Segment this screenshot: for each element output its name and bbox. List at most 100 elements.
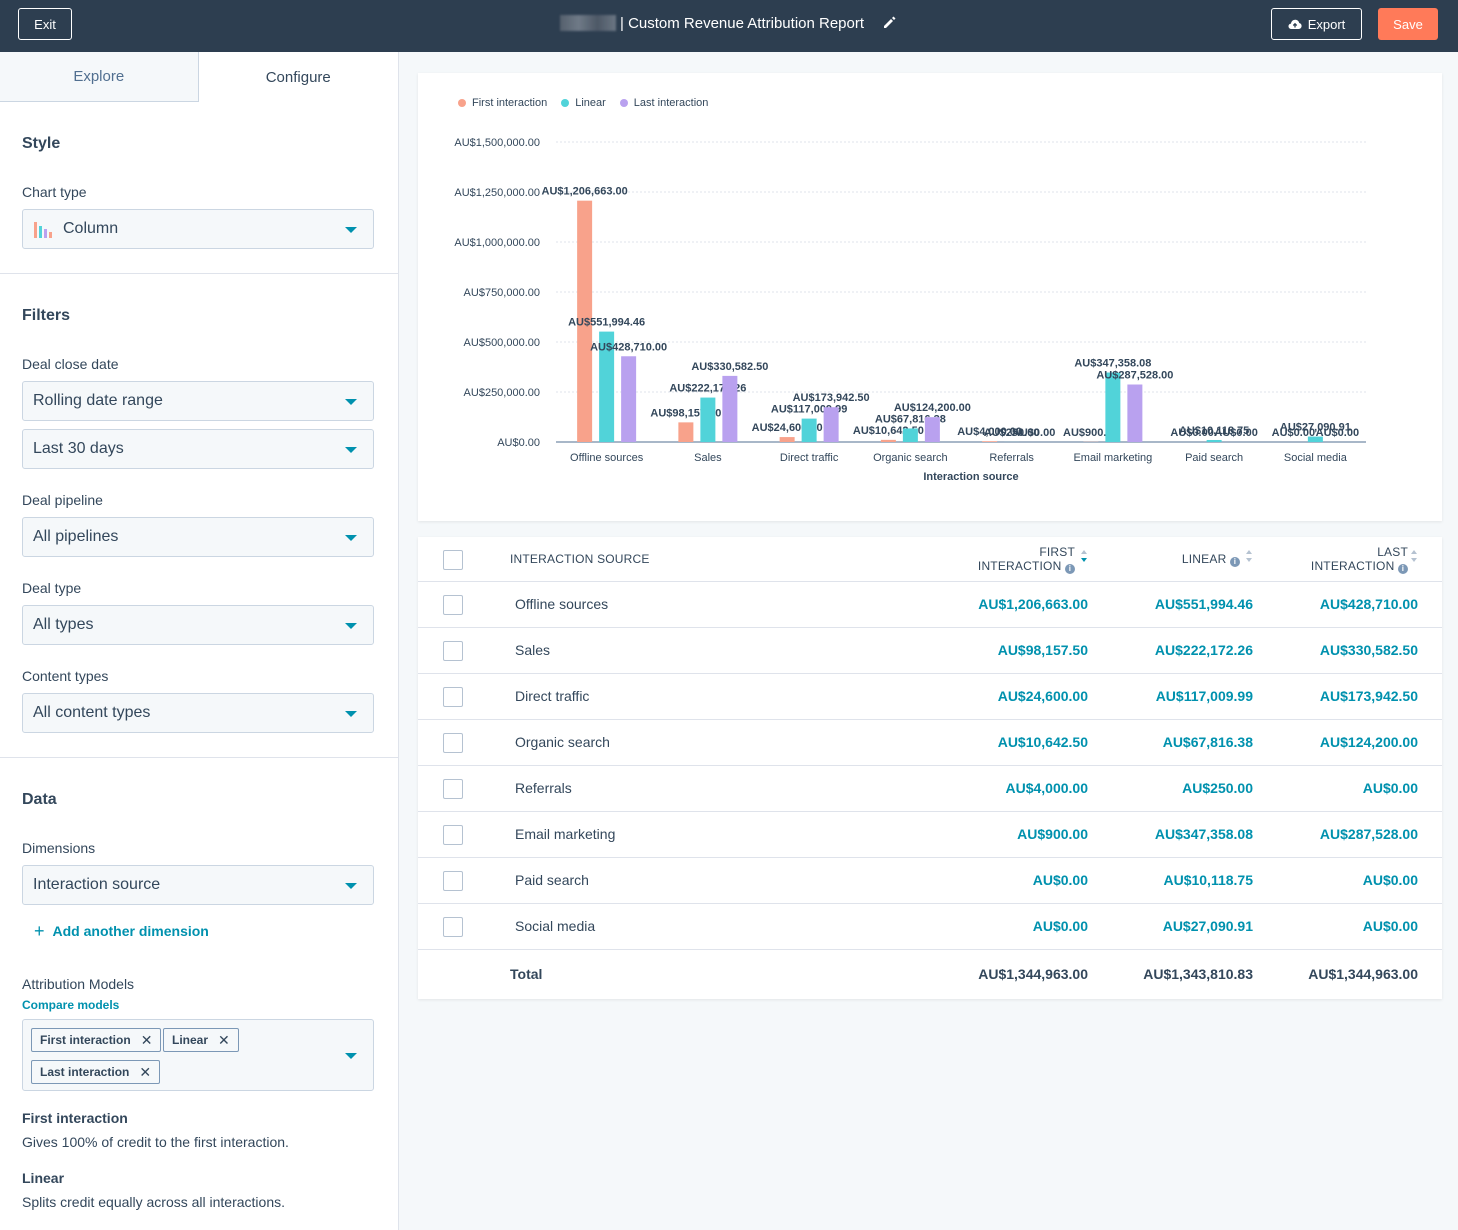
cell-linear[interactable]: AU$27,090.91 [1162,918,1253,934]
style-section: Style Chart type Column [0,102,398,274]
cell-last[interactable]: AU$0.00 [1362,872,1418,888]
cell-linear[interactable]: AU$10,118.75 [1163,872,1253,888]
cell-linear[interactable]: AU$117,009.99 [1155,688,1253,704]
cell-last[interactable]: AU$287,528.00 [1319,826,1418,842]
table-row[interactable]: Email marketing AU$900.00 AU$347,358.08 … [418,812,1442,858]
cell-first[interactable]: AU$4,000.00 [1005,780,1088,796]
deal-pipeline-value: All pipelines [33,528,119,545]
row-checkbox[interactable] [443,825,463,845]
cell-linear[interactable]: AU$250.00 [1182,780,1253,796]
chart-type-select[interactable]: Column [22,209,374,249]
table-row[interactable]: Referrals AU$4,000.00 AU$250.00 AU$0.00 [418,766,1442,812]
row-checkbox[interactable] [443,595,463,615]
legend-item[interactable]: Linear [561,97,606,109]
info-icon[interactable]: i [1398,564,1408,574]
cell-linear[interactable]: AU$551,994.46 [1154,596,1253,612]
deal-type-select[interactable]: All types [22,605,374,645]
data-label: AU$428,710.00 [590,341,667,353]
y-tick-label: AU$250,000.00 [464,387,540,399]
cell-first[interactable]: AU$98,157.50 [997,642,1088,658]
data-label: AU$0.00 [1012,427,1055,439]
table-row[interactable]: Sales AU$98,157.50 AU$222,172.26 AU$330,… [418,628,1442,674]
column-header-linear[interactable]: LINEAR i [1118,552,1240,567]
report-title: | Custom Revenue Attribution Report [560,0,896,46]
pencil-icon[interactable] [882,16,896,30]
plus-icon: + [34,921,45,941]
deal-type-value: All types [33,616,94,633]
legend-item[interactable]: First interaction [458,97,547,109]
tab-explore[interactable]: Explore [0,52,199,102]
row-checkbox[interactable] [443,779,463,799]
sort-icon[interactable] [1245,549,1253,563]
cell-first[interactable]: AU$24,600.00 [997,688,1088,704]
table-row[interactable]: Organic search AU$10,642.50 AU$67,816.38… [418,720,1442,766]
chevron-down-icon [345,447,357,453]
close-icon[interactable]: ✕ [140,1031,153,1048]
cell-first[interactable]: AU$0.00 [1032,918,1088,934]
y-tick-label: AU$1,000,000.00 [454,237,540,249]
dimension-select[interactable]: Interaction source [22,865,374,905]
top-bar: Exit | Custom Revenue Attribution Report… [0,0,1458,52]
sort-icon[interactable] [1410,549,1418,563]
close-icon[interactable]: ✕ [218,1031,230,1048]
cell-linear[interactable]: AU$222,172.26 [1154,642,1253,658]
content-types-select[interactable]: All content types [22,693,374,733]
cell-linear[interactable]: AU$67,816.38 [1162,734,1253,750]
cell-source: Direct traffic [515,688,590,704]
chart-type-label: Chart type [22,184,87,200]
attribution-models-select[interactable]: First interaction ✕ Linear ✕ Last intera… [22,1019,374,1091]
row-checkbox[interactable] [443,733,463,753]
export-button[interactable]: Export [1271,8,1362,40]
info-icon[interactable]: i [1065,564,1075,574]
cell-first[interactable]: AU$900.00 [1017,826,1088,842]
style-title: Style [22,135,61,152]
select-all-checkbox[interactable] [443,550,463,570]
row-checkbox[interactable] [443,917,463,937]
deal-pipeline-select[interactable]: All pipelines [22,517,374,557]
cell-first[interactable]: AU$1,206,663.00 [978,596,1088,612]
compare-models-link[interactable]: Compare models [22,998,120,1012]
date-period-select[interactable]: Last 30 days [22,429,374,469]
cell-last[interactable]: AU$124,200.00 [1319,734,1418,750]
save-button[interactable]: Save [1378,8,1438,40]
column-header-first[interactable]: FIRST INTERACTION i [958,545,1075,574]
cell-last[interactable]: AU$428,710.00 [1319,596,1418,612]
column-header-source[interactable]: INTERACTION SOURCE [510,552,650,566]
y-tick-label: AU$500,000.00 [464,337,540,349]
cell-linear[interactable]: AU$347,358.08 [1154,826,1253,842]
data-label: AU$287,528.00 [1096,369,1173,381]
export-label: Export [1307,16,1346,32]
table-row[interactable]: Offline sources AU$1,206,663.00 AU$551,9… [418,582,1442,628]
info-icon[interactable]: i [1230,557,1240,567]
add-dimension-button[interactable]: + Add another dimension [34,921,209,941]
cell-first[interactable]: AU$10,642.50 [997,734,1088,750]
cell-source: Social media [515,918,596,934]
date-range-select[interactable]: Rolling date range [22,381,374,421]
table-header-row: INTERACTION SOURCE FIRST INTERACTION i L… [418,537,1442,582]
close-icon[interactable]: ✕ [139,1063,152,1080]
legend-item[interactable]: Last interaction [619,97,708,109]
row-checkbox[interactable] [443,871,463,891]
data-label: AU$27,090.91 [1280,422,1351,434]
column-header-last[interactable]: LAST INTERACTION i [1278,545,1408,574]
redacted-name [560,15,616,31]
data-label: AU$347,358.08 [1074,358,1151,370]
row-checkbox[interactable] [443,641,463,661]
cell-last[interactable]: AU$330,582.50 [1319,642,1418,658]
table-row[interactable]: Direct traffic AU$24,600.00 AU$117,009.9… [418,674,1442,720]
table-row[interactable]: Paid search AU$0.00 AU$10,118.75 AU$0.00 [418,858,1442,904]
row-checkbox[interactable] [443,687,463,707]
cell-last[interactable]: AU$173,942.50 [1319,688,1418,704]
data-section: Data Dimensions Interaction source + Add… [0,758,398,1230]
exit-button[interactable]: Exit [18,8,72,40]
legend-label: Linear [575,97,606,109]
table-row[interactable]: Social media AU$0.00 AU$27,090.91 AU$0.0… [418,904,1442,950]
tab-configure[interactable]: Configure [198,52,398,102]
sort-icon[interactable] [1080,549,1088,563]
data-title: Data [22,791,57,808]
cell-last[interactable]: AU$0.00 [1362,780,1418,796]
header-line: INTERACTION i [958,559,1075,574]
model-tag: Linear ✕ [163,1028,239,1052]
cell-last[interactable]: AU$0.00 [1362,918,1418,934]
cell-first[interactable]: AU$0.00 [1032,872,1088,888]
